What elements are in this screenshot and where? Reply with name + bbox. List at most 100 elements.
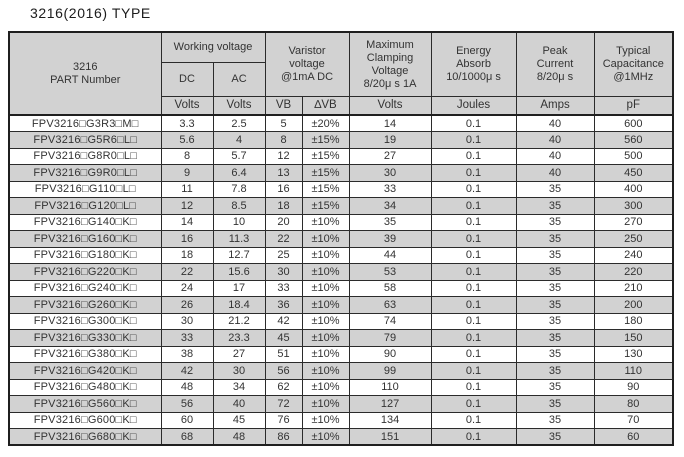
- cell-peak-amps: 40: [515, 164, 595, 182]
- table-row: FPV3216□G330□K□ 33 23.3 45 ±10% 79 0.1 3…: [8, 329, 674, 347]
- header-row-units: Volts Volts VB ∆VB Volts Joules Amps pF: [9, 96, 674, 116]
- cell-vb: 30: [264, 263, 303, 281]
- unit-amps: Amps: [515, 96, 595, 116]
- cell-clamping-volts: 53: [348, 263, 432, 281]
- cell-energy-joules: 0.1: [430, 164, 517, 182]
- cell-ac-volts: 17: [212, 279, 266, 297]
- cell-part-number: FPV3216□G260□K□: [8, 296, 162, 314]
- cell-vb: 42: [264, 312, 303, 330]
- cell-peak-amps: 35: [515, 246, 595, 264]
- cell-energy-joules: 0.1: [430, 312, 517, 330]
- cell-vb: 72: [264, 395, 303, 413]
- cell-part-number: FPV3216□G120□L□: [8, 197, 162, 215]
- cell-part-number: FPV3216□G240□K□: [8, 279, 162, 297]
- cell-clamping-volts: 134: [348, 411, 432, 429]
- cell-dc-volts: 56: [160, 395, 214, 413]
- cell-capacitance-pf: 450: [593, 164, 674, 182]
- cell-capacitance-pf: 210: [593, 279, 674, 297]
- table-row: FPV3216□G600□K□ 60 45 76 ±10% 134 0.1 35…: [8, 411, 674, 429]
- cell-vb: 8: [264, 131, 303, 149]
- cell-clamping-volts: 99: [348, 362, 432, 380]
- cell-peak-amps: 35: [515, 180, 595, 198]
- cell-energy-joules: 0.1: [430, 147, 517, 165]
- cell-ac-volts: 2.5: [212, 114, 266, 132]
- cell-clamping-volts: 30: [348, 164, 432, 182]
- cell-capacitance-pf: 400: [593, 180, 674, 198]
- cell-capacitance-pf: 90: [593, 378, 674, 396]
- cell-dc-volts: 60: [160, 411, 214, 429]
- cell-clamping-volts: 63: [348, 296, 432, 314]
- cell-clamping-volts: 39: [348, 230, 432, 248]
- cell-vb: 51: [264, 345, 303, 363]
- cell-vb: 5: [264, 114, 303, 132]
- cell-part-number: FPV3216□G8R0□L□: [8, 147, 162, 165]
- cell-ac-volts: 11.3: [212, 230, 266, 248]
- cell-energy-joules: 0.1: [430, 378, 517, 396]
- cell-dc-volts: 38: [160, 345, 214, 363]
- cell-vb: 36: [264, 296, 303, 314]
- table-row: FPV3216□G8R0□L□ 8 5.7 12 ±15% 27 0.1 40 …: [8, 147, 674, 165]
- cell-delta-vb: ±10%: [301, 279, 350, 297]
- cell-delta-vb: ±20%: [301, 114, 350, 132]
- cell-clamping-volts: 14: [348, 114, 432, 132]
- cell-clamping-volts: 110: [348, 378, 432, 396]
- cell-capacitance-pf: 500: [593, 147, 674, 165]
- cell-dc-volts: 18: [160, 246, 214, 264]
- header-peak-current: Peak Current 8/20μ s: [515, 31, 595, 97]
- table-row: FPV3216□G300□K□ 30 21.2 42 ±10% 74 0.1 3…: [8, 312, 674, 330]
- cell-capacitance-pf: 200: [593, 296, 674, 314]
- cell-clamping-volts: 74: [348, 312, 432, 330]
- table-row: FPV3216□G240□K□ 24 17 33 ±10% 58 0.1 35 …: [8, 279, 674, 297]
- cell-part-number: FPV3216□G5R6□L□: [8, 131, 162, 149]
- cell-capacitance-pf: 130: [593, 345, 674, 363]
- cell-energy-joules: 0.1: [430, 114, 517, 132]
- unit-pf: pF: [593, 96, 674, 116]
- cell-ac-volts: 4: [212, 131, 266, 149]
- unit-joules: Joules: [430, 96, 517, 116]
- cell-ac-volts: 12.7: [212, 246, 266, 264]
- cell-delta-vb: ±10%: [301, 362, 350, 380]
- cell-ac-volts: 7.8: [212, 180, 266, 198]
- cell-clamping-volts: 151: [348, 428, 432, 446]
- cell-vb: 16: [264, 180, 303, 198]
- table-row: FPV3216□G420□K□ 42 30 56 ±10% 99 0.1 35 …: [8, 362, 674, 380]
- cell-ac-volts: 18.4: [212, 296, 266, 314]
- cell-ac-volts: 34: [212, 378, 266, 396]
- cell-part-number: FPV3216□G110□L□: [8, 180, 162, 198]
- cell-energy-joules: 0.1: [430, 131, 517, 149]
- cell-peak-amps: 35: [515, 197, 595, 215]
- unit-delta-vb: ∆VB: [301, 96, 350, 116]
- header-row-groups: 3216 PART Number Working voltage Varisto…: [8, 31, 674, 116]
- cell-peak-amps: 35: [515, 279, 595, 297]
- cell-part-number: FPV3216□G680□K□: [8, 428, 162, 446]
- cell-peak-amps: 35: [515, 312, 595, 330]
- cell-peak-amps: 35: [515, 263, 595, 281]
- cell-ac-volts: 10: [212, 213, 266, 231]
- cell-part-number: FPV3216□G3R3□M□: [8, 114, 162, 132]
- cell-dc-volts: 30: [160, 312, 214, 330]
- cell-delta-vb: ±10%: [301, 230, 350, 248]
- cell-part-number: FPV3216□G380□K□: [8, 345, 162, 363]
- cell-delta-vb: ±15%: [301, 147, 350, 165]
- cell-peak-amps: 35: [515, 213, 595, 231]
- table-row: FPV3216□G9R0□L□ 9 6.4 13 ±15% 30 0.1 40 …: [8, 164, 674, 182]
- cell-ac-volts: 5.7: [212, 147, 266, 165]
- cell-clamping-volts: 27: [348, 147, 432, 165]
- cell-vb: 20: [264, 213, 303, 231]
- cell-vb: 22: [264, 230, 303, 248]
- cell-delta-vb: ±10%: [301, 395, 350, 413]
- cell-capacitance-pf: 70: [593, 411, 674, 429]
- cell-dc-volts: 5.6: [160, 131, 214, 149]
- cell-ac-volts: 40: [212, 395, 266, 413]
- cell-delta-vb: ±15%: [301, 180, 350, 198]
- cell-vb: 12: [264, 147, 303, 165]
- cell-delta-vb: ±15%: [301, 131, 350, 149]
- header-typical-capacitance: Typical Capacitance @1MHz: [593, 31, 674, 97]
- table-header: 3216 PART Number Working voltage Varisto…: [8, 31, 674, 116]
- header-varistor-voltage: Varistor voltage @1mA DC: [264, 31, 350, 97]
- header-dc: DC: [160, 62, 214, 97]
- cell-dc-volts: 42: [160, 362, 214, 380]
- cell-part-number: FPV3216□G9R0□L□: [8, 164, 162, 182]
- table-row: FPV3216□G220□K□ 22 15.6 30 ±10% 53 0.1 3…: [8, 263, 674, 281]
